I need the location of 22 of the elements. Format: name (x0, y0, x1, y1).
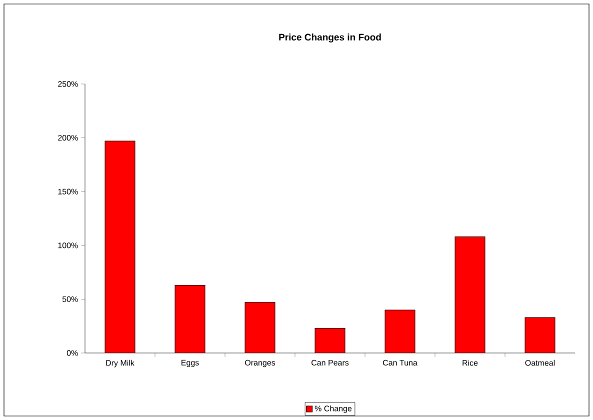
y-tick-label: 100% (58, 242, 78, 248)
x-tick-label: Oranges (245, 360, 276, 368)
bar (245, 302, 276, 353)
y-tick-label: 250% (58, 81, 78, 87)
x-tick-label: Can Pears (312, 360, 349, 366)
bar (315, 328, 346, 353)
bar (455, 236, 486, 353)
x-tick-label: Dry Milk (106, 360, 134, 368)
bar (385, 310, 416, 353)
y-tick-label: 50% (62, 296, 78, 302)
bar (105, 141, 135, 353)
x-tick-label: Rice (462, 360, 478, 366)
bar (175, 285, 205, 353)
x-tick-label: Oatmeal (525, 360, 555, 366)
x-tick-label: Can Tuna (382, 360, 418, 366)
y-tick-label: 0% (66, 350, 78, 356)
y-tick-label: 150% (58, 188, 78, 194)
y-tick-label: 200% (58, 134, 78, 141)
chart-title: Price Changes in Food (279, 34, 381, 42)
bar (524, 317, 556, 353)
legend-label: % Change (314, 405, 352, 413)
x-tick-label: Eggs (182, 360, 199, 368)
